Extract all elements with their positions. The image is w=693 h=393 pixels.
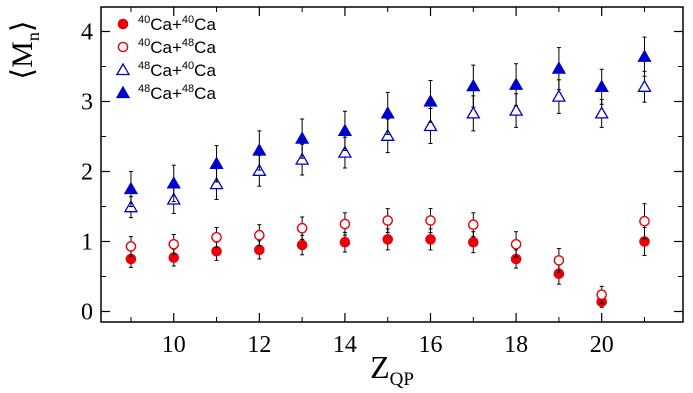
- legend-label-text: Ca+: [150, 84, 182, 103]
- legend-label-superscript: 40: [182, 60, 194, 72]
- x-axis-title: ZQP: [370, 349, 414, 390]
- legend-label-superscript: 48: [138, 60, 150, 72]
- data-point: [637, 79, 652, 92]
- legend-label-text: Ca: [194, 84, 216, 103]
- data-point: [508, 77, 524, 90]
- legend-label-superscript: 48: [182, 37, 194, 49]
- data-point: [382, 234, 394, 245]
- y-axis-title-sub: n: [23, 32, 43, 41]
- series-4: [123, 36, 652, 207]
- y-axis-title-right: ⟩: [6, 20, 39, 32]
- data-point: [553, 255, 565, 266]
- data-point: [211, 231, 222, 243]
- data-point: [466, 78, 481, 92]
- legend-label-text: Ca+: [150, 15, 182, 34]
- y-tick-label: 1: [81, 230, 93, 256]
- data-point: [594, 106, 609, 119]
- data-point: [380, 106, 395, 119]
- data-point: [125, 241, 137, 252]
- data-point: [468, 219, 479, 230]
- data-point: [382, 215, 394, 226]
- data-point: [339, 236, 351, 248]
- legend-label: 48Ca+40Ca: [138, 60, 216, 80]
- data-point: [339, 218, 351, 230]
- x-tick-label: 12: [247, 332, 271, 358]
- legend-label: 48Ca+48Ca: [138, 83, 216, 103]
- legend-label-superscript: 48: [138, 83, 150, 95]
- y-tick-label: 2: [81, 160, 93, 186]
- y-axis-title: ⟨Mn⟩: [6, 20, 43, 79]
- legend-label-superscript: 40: [182, 14, 194, 26]
- legend-label-text: Ca+: [150, 61, 182, 80]
- data-point: [295, 131, 310, 144]
- data-point: [209, 176, 224, 190]
- data-point: [337, 123, 353, 137]
- legend-label: 40Ca+40Ca: [138, 14, 216, 34]
- data-point: [510, 238, 522, 250]
- plot-frame: [100, 6, 684, 323]
- data-point: [254, 229, 265, 241]
- data-point: [380, 128, 395, 141]
- legend-label-text: Ca+: [150, 38, 182, 57]
- legend-label-superscript: 48: [182, 83, 194, 95]
- y-tick-label: 4: [81, 20, 93, 46]
- data-point: [508, 103, 524, 116]
- legend-label-text: Ca: [194, 61, 216, 80]
- series-2: [125, 203, 650, 304]
- data-point: [423, 94, 438, 107]
- data-point: [296, 239, 308, 251]
- x-tick-label: 20: [590, 332, 614, 358]
- data-point: [166, 176, 181, 189]
- data-points: [123, 36, 652, 308]
- series-1: [125, 227, 650, 308]
- legend-marker: [117, 41, 129, 53]
- y-tick-label: 0: [81, 300, 93, 326]
- legend-label: 40Ca+48Ca: [138, 37, 216, 57]
- data-point: [168, 238, 180, 250]
- data-point: [123, 181, 139, 195]
- data-point: [252, 143, 267, 156]
- data-point: [209, 156, 224, 169]
- data-point: [211, 245, 222, 257]
- data-point: [468, 236, 479, 248]
- data-point: [551, 89, 567, 102]
- data-point: [551, 61, 567, 74]
- data-point: [296, 222, 308, 234]
- data-point: [295, 152, 310, 165]
- data-point: [337, 145, 353, 158]
- x-axis-title-sub: QP: [390, 369, 414, 390]
- x-axis-title-main: Z: [370, 349, 390, 385]
- legend-marker: [115, 85, 131, 99]
- y-axis-title-main: M: [6, 41, 39, 68]
- legend-label-text: Ca: [194, 38, 216, 57]
- data-point: [423, 118, 438, 132]
- data-point: [254, 244, 265, 256]
- legend-label-superscript: 40: [138, 14, 150, 26]
- data-point: [425, 215, 436, 226]
- data-point: [639, 215, 650, 227]
- x-tick-label: 18: [504, 332, 528, 358]
- data-point: [596, 289, 607, 301]
- ticks: [101, 7, 683, 322]
- legend-marker: [115, 62, 131, 76]
- data-point: [594, 79, 609, 92]
- x-tick-label: 16: [419, 332, 443, 358]
- x-tick-label: 10: [162, 332, 186, 358]
- legend-label-superscript: 40: [138, 37, 150, 49]
- legend-label-text: Ca: [194, 15, 216, 34]
- y-tick-label: 3: [81, 90, 93, 116]
- data-point: [637, 49, 652, 62]
- data-point: [466, 106, 481, 119]
- x-tick-label: 14: [333, 332, 357, 358]
- legend-marker: [117, 18, 129, 30]
- y-axis-title-left: ⟨: [6, 68, 39, 80]
- data-point: [425, 234, 436, 245]
